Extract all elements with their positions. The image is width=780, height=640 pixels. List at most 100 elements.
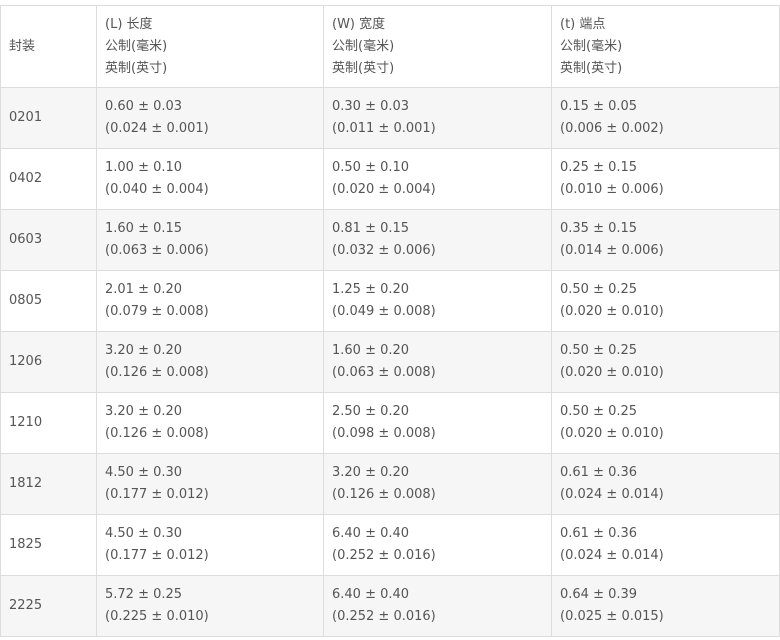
metric-value: 3.20 ± 0.20 [105, 404, 183, 419]
width-cell: 2.50 ± 0.20 (0.098 ± 0.008) [323, 392, 552, 454]
width-cell: 6.40 ± 0.40 (0.252 ± 0.016) [323, 514, 552, 576]
imperial-value: (0.040 ± 0.004) [105, 182, 209, 197]
header-imperial-unit: 英制(英寸) [560, 60, 623, 76]
length-cell: 1.60 ± 0.15 (0.063 ± 0.006) [96, 209, 324, 271]
header-imperial-unit: 英制(英寸) [105, 60, 168, 76]
package-code: 1206 [9, 354, 43, 369]
imperial-value: (0.252 ± 0.016) [332, 609, 436, 624]
imperial-value: (0.020 ± 0.010) [560, 365, 664, 380]
width-cell: 1.60 ± 0.20 (0.063 ± 0.008) [323, 331, 552, 393]
imperial-value: (0.024 ± 0.014) [560, 548, 664, 563]
metric-value: 3.20 ± 0.20 [332, 465, 410, 480]
length-cell: 3.20 ± 0.20 (0.126 ± 0.008) [96, 392, 324, 454]
metric-value: 2.01 ± 0.20 [105, 282, 183, 297]
package-cell: 1825 [0, 514, 97, 576]
header-package: 封装 [0, 5, 97, 88]
imperial-value: (0.024 ± 0.001) [105, 121, 209, 136]
terminal-cell: 0.15 ± 0.05 (0.006 ± 0.002) [551, 87, 780, 149]
terminal-cell: 0.50 ± 0.25 (0.020 ± 0.010) [551, 331, 780, 393]
metric-value: 6.40 ± 0.40 [332, 526, 410, 541]
metric-value: 0.60 ± 0.03 [105, 99, 183, 114]
width-cell: 0.30 ± 0.03 (0.011 ± 0.001) [323, 87, 552, 149]
width-cell: 6.40 ± 0.40 (0.252 ± 0.016) [323, 575, 552, 637]
imperial-value: (0.020 ± 0.010) [560, 304, 664, 319]
imperial-value: (0.126 ± 0.008) [105, 365, 209, 380]
imperial-value: (0.024 ± 0.014) [560, 487, 664, 502]
package-cell: 0805 [0, 270, 97, 332]
metric-value: 6.40 ± 0.40 [332, 587, 410, 602]
terminal-cell: 0.64 ± 0.39 (0.025 ± 0.015) [551, 575, 780, 637]
imperial-value: (0.025 ± 0.015) [560, 609, 664, 624]
header-label: (t) 端点 [560, 16, 606, 32]
metric-value: 2.50 ± 0.20 [332, 404, 410, 419]
package-code: 2225 [9, 598, 43, 613]
width-cell: 0.50 ± 0.10 (0.020 ± 0.004) [323, 148, 552, 210]
imperial-value: (0.252 ± 0.016) [332, 548, 436, 563]
table-row: 1812 4.50 ± 0.30 (0.177 ± 0.012) 3.20 ± 0.2… [0, 453, 780, 515]
header-imperial-unit: 英制(英寸) [332, 60, 395, 76]
header-label: 封装 [9, 38, 36, 54]
package-code: 0402 [9, 171, 43, 186]
package-code: 0805 [9, 293, 43, 308]
imperial-value: (0.098 ± 0.008) [332, 426, 436, 441]
length-cell: 1.00 ± 0.10 (0.040 ± 0.004) [96, 148, 324, 210]
package-cell: 2225 [0, 575, 97, 637]
imperial-value: (0.063 ± 0.008) [332, 365, 436, 380]
package-code: 1825 [9, 537, 43, 552]
package-code: 1210 [9, 415, 43, 430]
header-metric-unit: 公制(毫米) [560, 38, 623, 54]
header-terminal: (t) 端点 公制(毫米) 英制(英寸) [551, 5, 780, 88]
header-metric-unit: 公制(毫米) [332, 38, 395, 54]
package-dimensions-table: 封装 (L) 长度 公制(毫米) 英制(英寸) (W) 宽度 公制(毫米) 英制… [0, 5, 780, 637]
metric-value: 4.50 ± 0.30 [105, 465, 183, 480]
package-code: 0603 [9, 232, 43, 247]
terminal-cell: 0.50 ± 0.25 (0.020 ± 0.010) [551, 392, 780, 454]
package-cell: 0402 [0, 148, 97, 210]
imperial-value: (0.063 ± 0.006) [105, 243, 209, 258]
metric-value: 0.50 ± 0.10 [332, 160, 410, 175]
package-cell: 1210 [0, 392, 97, 454]
length-cell: 3.20 ± 0.20 (0.126 ± 0.008) [96, 331, 324, 393]
metric-value: 0.61 ± 0.36 [560, 465, 638, 480]
imperial-value: (0.011 ± 0.001) [332, 121, 436, 136]
metric-value: 0.25 ± 0.15 [560, 160, 638, 175]
package-cell: 0603 [0, 209, 97, 271]
metric-value: 1.60 ± 0.20 [332, 343, 410, 358]
table-row: 2225 5.72 ± 0.25 (0.225 ± 0.010) 6.40 ± 0.4… [0, 575, 780, 637]
length-cell: 2.01 ± 0.20 (0.079 ± 0.008) [96, 270, 324, 332]
package-code: 0201 [9, 110, 43, 125]
length-cell: 4.50 ± 0.30 (0.177 ± 0.012) [96, 514, 324, 576]
table-row: 1206 3.20 ± 0.20 (0.126 ± 0.008) 1.60 ± 0.2… [0, 331, 780, 393]
header-label: (W) 宽度 [332, 16, 386, 32]
terminal-cell: 0.35 ± 0.15 (0.014 ± 0.006) [551, 209, 780, 271]
metric-value: 4.50 ± 0.30 [105, 526, 183, 541]
package-cell: 0201 [0, 87, 97, 149]
header-width: (W) 宽度 公制(毫米) 英制(英寸) [323, 5, 552, 88]
metric-value: 3.20 ± 0.20 [105, 343, 183, 358]
width-cell: 1.25 ± 0.20 (0.049 ± 0.008) [323, 270, 552, 332]
metric-value: 0.81 ± 0.15 [332, 221, 410, 236]
metric-value: 0.50 ± 0.25 [560, 343, 638, 358]
package-code: 1812 [9, 476, 43, 491]
imperial-value: (0.126 ± 0.008) [105, 426, 209, 441]
terminal-cell: 0.50 ± 0.25 (0.020 ± 0.010) [551, 270, 780, 332]
package-cell: 1206 [0, 331, 97, 393]
terminal-cell: 0.61 ± 0.36 (0.024 ± 0.014) [551, 453, 780, 515]
length-cell: 0.60 ± 0.03 (0.024 ± 0.001) [96, 87, 324, 149]
imperial-value: (0.006 ± 0.002) [560, 121, 664, 136]
metric-value: 5.72 ± 0.25 [105, 587, 183, 602]
package-cell: 1812 [0, 453, 97, 515]
metric-value: 1.00 ± 0.10 [105, 160, 183, 175]
metric-value: 1.25 ± 0.20 [332, 282, 410, 297]
table-row: 1210 3.20 ± 0.20 (0.126 ± 0.008) 2.50 ± 0.2… [0, 392, 780, 454]
metric-value: 0.50 ± 0.25 [560, 282, 638, 297]
imperial-value: (0.014 ± 0.006) [560, 243, 664, 258]
header-label: (L) 长度 [105, 16, 153, 32]
imperial-value: (0.225 ± 0.010) [105, 609, 209, 624]
imperial-value: (0.049 ± 0.008) [332, 304, 436, 319]
table-row: 0805 2.01 ± 0.20 (0.079 ± 0.008) 1.25 ± 0.2… [0, 270, 780, 332]
imperial-value: (0.177 ± 0.012) [105, 487, 209, 502]
terminal-cell: 0.61 ± 0.36 (0.024 ± 0.014) [551, 514, 780, 576]
width-cell: 0.81 ± 0.15 (0.032 ± 0.006) [323, 209, 552, 271]
table-row: 0402 1.00 ± 0.10 (0.040 ± 0.004) 0.50 ± 0.1… [0, 148, 780, 210]
